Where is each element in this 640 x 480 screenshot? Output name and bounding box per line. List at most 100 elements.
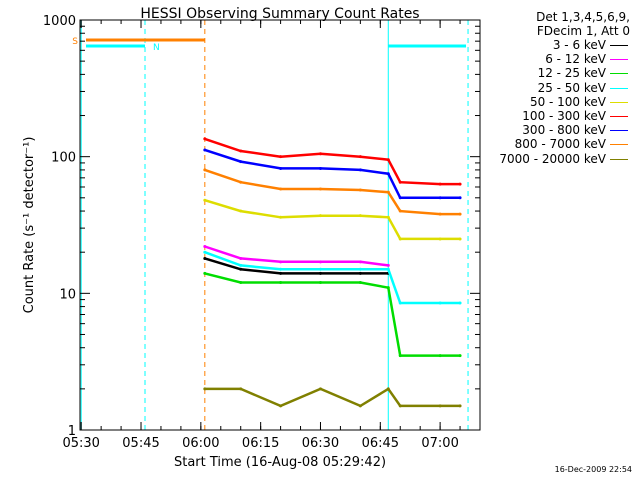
data-point <box>279 187 283 191</box>
data-point <box>398 196 402 200</box>
legend-entry: 100 - 300 keV <box>486 109 636 123</box>
legend-swatch <box>610 59 628 61</box>
plot-area: S N 05:30 05:45 06:00 06:15 06:30 06:45 07:00 1 10… <box>43 14 481 451</box>
x-tick-label: 06:00 <box>182 436 219 451</box>
data-point <box>386 387 390 391</box>
data-point <box>279 166 283 170</box>
data-point <box>458 212 462 216</box>
data-point <box>203 250 207 254</box>
legend-label: 50 - 100 keV <box>529 94 606 109</box>
data-point <box>386 158 390 162</box>
legend-entry: 7000 - 20000 keV <box>486 152 636 166</box>
data-point <box>318 271 322 275</box>
legend-label: 300 - 800 keV <box>522 123 606 138</box>
legend-swatch <box>610 101 628 103</box>
legend-label: 100 - 300 keV <box>522 108 606 123</box>
data-point <box>358 271 362 275</box>
data-point <box>279 271 283 275</box>
series-line <box>204 245 389 267</box>
x-axis-label: Start Time (16-Aug-08 05:29:42) <box>174 455 386 470</box>
x-tick-label: 06:45 <box>362 436 399 451</box>
legend-header-line-1: Det 1,3,4,5,6,9, <box>536 10 630 24</box>
data-point <box>386 263 390 267</box>
plot-frame <box>79 19 481 431</box>
legend-label: 12 - 25 keV <box>537 66 606 81</box>
data-point <box>203 168 207 172</box>
data-point <box>239 209 243 213</box>
legend-entry: 800 - 7000 keV <box>486 137 636 151</box>
data-point <box>318 387 322 391</box>
legend-entries: 3 - 6 keV 6 - 12 keV 12 - 25 keV 25 - 50 ke… <box>486 38 636 166</box>
x-tick-label: 05:45 <box>122 436 159 451</box>
legend-swatch <box>610 130 628 132</box>
legend-swatch <box>610 45 628 46</box>
data-point <box>203 137 207 141</box>
data-point <box>239 267 243 271</box>
data-point <box>458 301 462 305</box>
data-point <box>203 148 207 152</box>
series-line <box>204 257 389 275</box>
data-point <box>458 196 462 200</box>
data-point <box>239 256 243 260</box>
legend-label: 25 - 50 keV <box>537 80 606 95</box>
data-point <box>386 172 390 176</box>
series-line <box>204 168 461 216</box>
y-tick-label: 10 <box>59 287 76 302</box>
data-point <box>239 149 243 153</box>
data-point <box>203 256 207 260</box>
legend-entry: 25 - 50 keV <box>486 81 636 95</box>
data-point <box>398 237 402 241</box>
data-point <box>438 301 442 305</box>
series-line <box>204 148 461 200</box>
chart-title: HESSI Observing Summary Count Rates <box>140 6 419 22</box>
data-point <box>239 180 243 184</box>
data-point <box>279 267 283 271</box>
flag-label-n: N <box>153 43 160 53</box>
y-tick-label: 1 <box>68 424 76 439</box>
data-point <box>458 182 462 186</box>
data-point <box>438 404 442 408</box>
footer-date: 16-Dec-2009 22:54 <box>554 465 632 474</box>
data-point <box>318 187 322 191</box>
data-point <box>438 212 442 216</box>
y-tick-label: 1000 <box>43 14 76 29</box>
data-point <box>203 387 207 391</box>
y-axis-label: Count Rate (s⁻¹ detector⁻¹) <box>22 137 37 314</box>
x-tick-label: 06:15 <box>242 436 279 451</box>
x-tick-label: 05:30 <box>62 436 99 451</box>
legend-label: 800 - 7000 keV <box>514 137 606 152</box>
legend-label: 7000 - 20000 keV <box>499 151 606 166</box>
data-point <box>398 209 402 213</box>
data-point <box>318 260 322 264</box>
data-point <box>398 301 402 305</box>
data-point <box>386 267 390 271</box>
data-point <box>358 155 362 159</box>
data-point <box>318 214 322 218</box>
data-point <box>398 404 402 408</box>
series-line <box>204 387 461 408</box>
data-point <box>358 404 362 408</box>
data-point <box>438 237 442 241</box>
legend-header-line-2: FDecim 1, Att 0 <box>536 24 630 38</box>
data-point <box>458 354 462 358</box>
data-point <box>279 281 283 285</box>
data-point <box>358 281 362 285</box>
data-point <box>279 215 283 219</box>
series-line <box>204 272 461 357</box>
legend-swatch <box>610 158 628 160</box>
x-tick-label: 06:30 <box>302 436 339 451</box>
data-point <box>239 160 243 164</box>
data-point <box>358 267 362 271</box>
data-point <box>318 166 322 170</box>
legend-entry: 50 - 100 keV <box>486 95 636 109</box>
data-point <box>318 267 322 271</box>
data-point <box>203 245 207 249</box>
data-point <box>386 215 390 219</box>
data-point <box>386 286 390 290</box>
data-point <box>358 168 362 172</box>
x-tick-label: 07:00 <box>421 436 458 451</box>
y-tick-label: 100 <box>51 151 76 166</box>
legend-entry: 3 - 6 keV <box>486 38 636 52</box>
legend-label: 3 - 6 keV <box>552 38 606 52</box>
